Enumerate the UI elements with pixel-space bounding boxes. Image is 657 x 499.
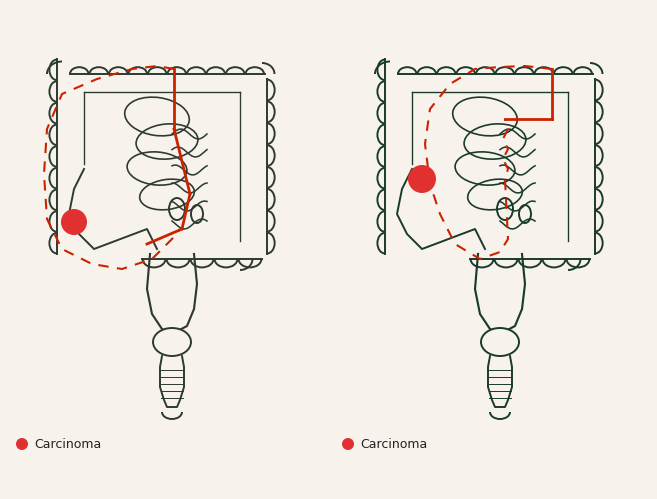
Circle shape [342, 438, 354, 450]
Circle shape [408, 165, 436, 193]
Circle shape [16, 438, 28, 450]
Text: Carcinoma: Carcinoma [360, 438, 427, 451]
Ellipse shape [481, 328, 519, 356]
Circle shape [61, 209, 87, 235]
Ellipse shape [153, 328, 191, 356]
Text: Carcinoma: Carcinoma [34, 438, 101, 451]
